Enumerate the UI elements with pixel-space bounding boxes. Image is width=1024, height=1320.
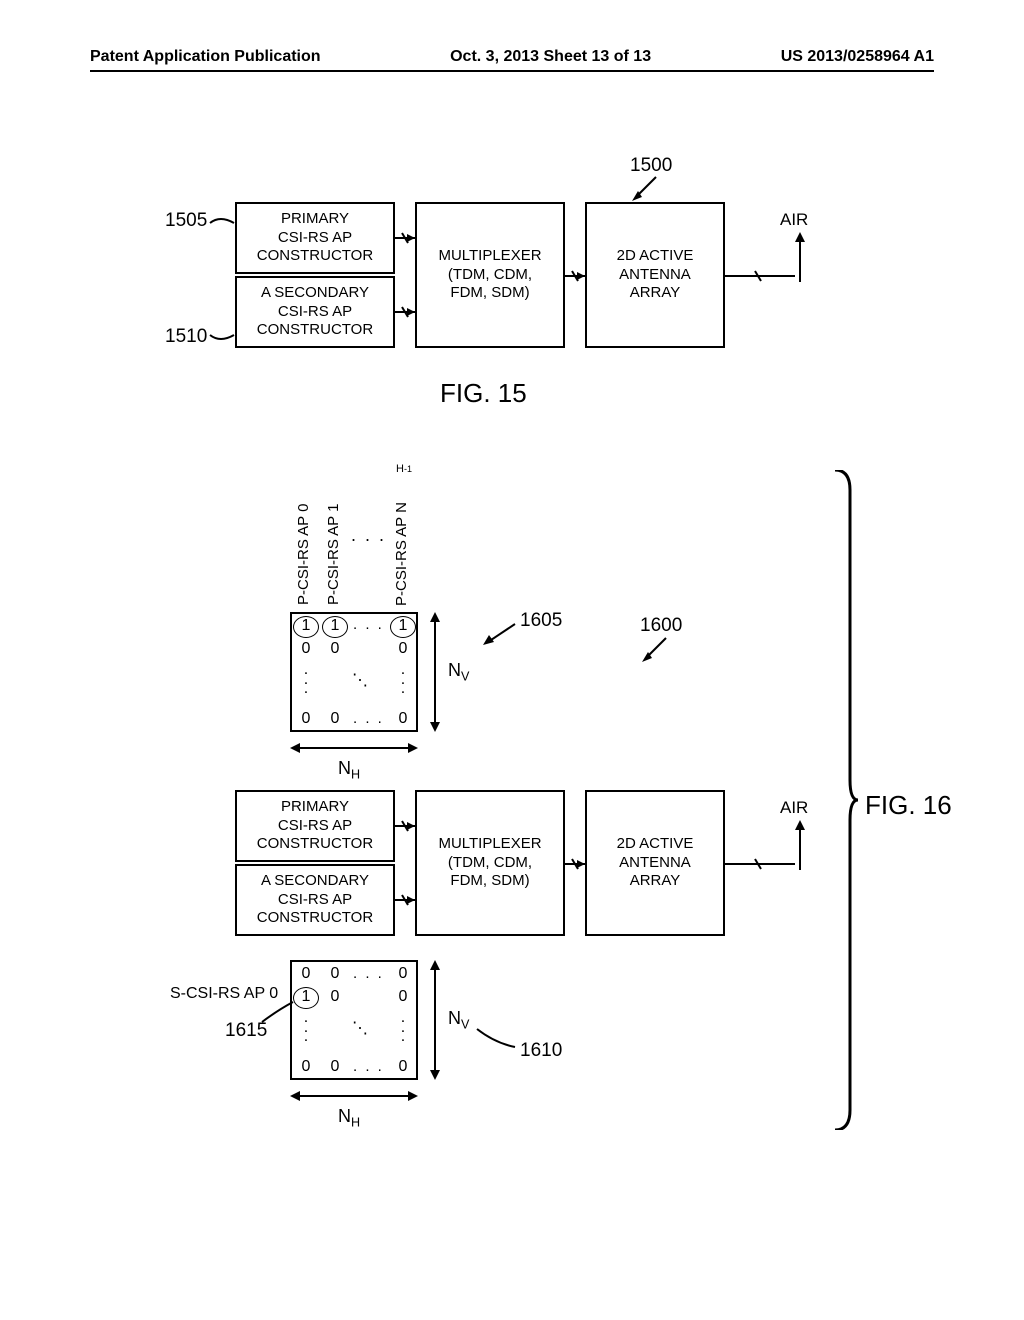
leader-1600 <box>638 636 673 666</box>
leader-1510 <box>208 325 238 345</box>
m1610-rNdots: . . . <box>353 1058 384 1075</box>
leader-1605 <box>480 620 520 650</box>
ref-1505: 1505 <box>165 210 207 232</box>
fig16-caption: FIG. 16 <box>865 790 952 821</box>
m1605-rNdots: . . . <box>353 710 384 727</box>
fig15-antenna-block: 2D ACTIVE ANTENNA ARRAY <box>585 202 725 348</box>
m1610-diag: ⋱ <box>340 1018 380 1038</box>
m1610-r2c1: 1 <box>296 988 316 1006</box>
p-label-dots: . . . <box>351 525 386 546</box>
header-center: Oct. 3, 2013 Sheet 13 of 13 <box>450 48 651 66</box>
m1605-diag: ⋱ <box>340 670 380 690</box>
m1610-r1c2: 0 <box>325 965 345 983</box>
m1605-r1c1: 1 <box>296 617 316 635</box>
fig16-brace <box>830 470 860 1130</box>
m1605-vd1: ... <box>296 665 316 694</box>
m1605-r2c2: 0 <box>325 640 345 658</box>
fig15-caption: FIG. 15 <box>440 378 527 409</box>
m1610-rNc1: 0 <box>296 1058 316 1076</box>
m1605-vd3: ... <box>393 665 413 694</box>
fig16-mux-block: MULTIPLEXER (TDM, CDM, FDM, SDM) <box>415 790 565 936</box>
p-label-1: P-CSI-RS AP 1 <box>325 475 342 605</box>
m1605-rNc3: 0 <box>393 710 413 728</box>
m1605-rNc1: 0 <box>296 710 316 728</box>
header-left: Patent Application Publication <box>90 48 321 66</box>
m1610-r2c3: 0 <box>393 988 413 1006</box>
nv-label-1610: NV <box>448 1008 469 1032</box>
m1605-r2c1: 0 <box>296 640 316 658</box>
header-right: US 2013/0258964 A1 <box>781 48 934 66</box>
nv-arrow-1605 <box>425 612 445 732</box>
fig16-antenna-block: 2D ACTIVE ANTENNA ARRAY <box>585 790 725 936</box>
fig15-primary-block: PRIMARY CSI-RS AP CONSTRUCTOR <box>235 202 395 274</box>
m1610-rNc3: 0 <box>393 1058 413 1076</box>
nv-label-1605: NV <box>448 660 469 684</box>
fig16-connectors <box>395 818 415 918</box>
nh-label-1605: NH <box>338 758 360 782</box>
nh-arrow-1605 <box>290 738 418 758</box>
fig15-secondary-block: A SECONDARY CSI-RS AP CONSTRUCTOR <box>235 276 395 348</box>
leader-1505 <box>208 213 238 233</box>
ref-1510: 1510 <box>165 326 207 348</box>
m1610-r1c3: 0 <box>393 965 413 983</box>
nh-label-1610: NH <box>338 1106 360 1130</box>
p-label-0: P-CSI-RS AP 0 <box>295 475 312 605</box>
header-rule <box>90 70 934 72</box>
p-label-n: P-CSI-RS AP N <box>393 458 410 606</box>
nv-arrow-1610 <box>425 960 445 1080</box>
m1610-vd1: ... <box>296 1013 316 1042</box>
fig15-conn-ant-air <box>725 266 795 286</box>
ref-1610: 1610 <box>520 1040 562 1062</box>
page-header: Patent Application Publication Oct. 3, 2… <box>0 48 1024 66</box>
fig16-secondary-block: A SECONDARY CSI-RS AP CONSTRUCTOR <box>235 864 395 936</box>
m1610-r2c2: 0 <box>325 988 345 1006</box>
m1610-vd3: ... <box>393 1013 413 1042</box>
fig16-conn-mux-ant <box>565 854 585 874</box>
leader-1610 <box>475 1025 520 1055</box>
m1610-rNc2: 0 <box>325 1058 345 1076</box>
ref-1500: 1500 <box>630 155 672 177</box>
fig15-connectors <box>395 230 415 330</box>
p-label-n-sub: H-1 <box>396 463 412 475</box>
m1605-r1c3: 1 <box>393 617 413 635</box>
m1605-r1c2: 1 <box>325 617 345 635</box>
fig16-primary-block: PRIMARY CSI-RS AP CONSTRUCTOR <box>235 790 395 862</box>
m1610-r1c1: 0 <box>296 965 316 983</box>
fig16-air-label: AIR <box>780 798 808 818</box>
m1605-r2c3: 0 <box>393 640 413 658</box>
ref-1600: 1600 <box>640 615 682 637</box>
leader-1615 <box>260 1000 295 1025</box>
fig15-air-label: AIR <box>780 210 808 230</box>
leader-1500 <box>628 175 663 205</box>
fig15-mux-block: MULTIPLEXER (TDM, CDM, FDM, SDM) <box>415 202 565 348</box>
fig15-conn-mux-ant <box>565 266 585 286</box>
fig16-conn-ant-air <box>725 854 795 874</box>
m1610-r1dots: . . . <box>353 965 384 982</box>
m1605-r1dots: . . . <box>353 616 384 633</box>
m1605-rNc2: 0 <box>325 710 345 728</box>
nh-arrow-1610 <box>290 1086 418 1106</box>
ref-1605: 1605 <box>520 610 562 632</box>
